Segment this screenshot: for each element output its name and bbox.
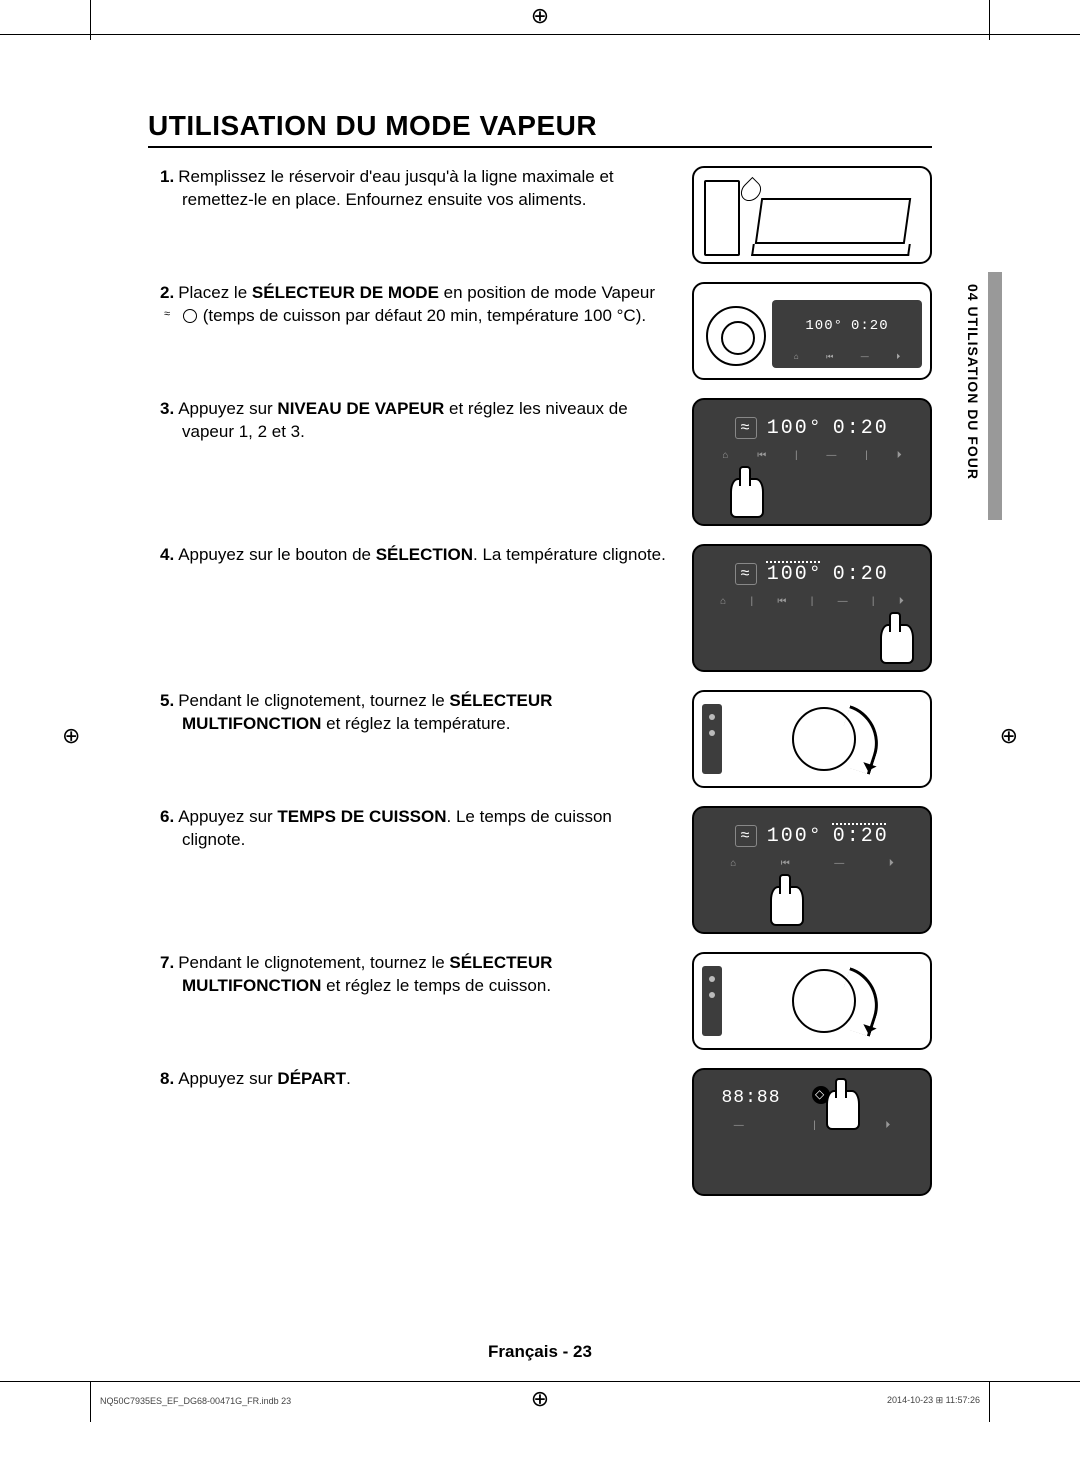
step-6-text: 6.Appuyez sur TEMPS DE CUISSON. Le temps… xyxy=(148,806,670,852)
step-2-body: Placez le SÉLECTEUR DE MODE en position … xyxy=(178,283,655,325)
source-file-label: NQ50C7935ES_EF_DG68-00471G_FR.indb 23 xyxy=(100,1396,291,1406)
page-content: UTILISATION DU MODE VAPEUR 04 UTILISATIO… xyxy=(148,110,932,1322)
steam-mode-box-icon: ≈ xyxy=(735,563,757,585)
page-title: UTILISATION DU MODE VAPEUR xyxy=(148,110,932,148)
figure-start: 88:88 —|⏵ xyxy=(692,1068,932,1196)
crop-mark-left-bottom xyxy=(90,1382,91,1422)
registration-mark-bottom: ⊕ xyxy=(531,1388,549,1410)
step-7-text: 7.Pendant le clignotement, tournez le SÉ… xyxy=(148,952,670,998)
step-4-body: Appuyez sur le bouton de SÉLECTION. La t… xyxy=(178,545,666,564)
crop-mark-right-bottom xyxy=(989,1382,990,1422)
step-1: 1.Remplissez le réservoir d'eau jusqu'à … xyxy=(148,166,932,264)
hand-pointer-icon xyxy=(730,478,764,518)
display-panel: 100°0:20 ⌂⏮—⏵ xyxy=(772,300,922,368)
print-timestamp: 2014-10-23 ⊞ 11:57:26 xyxy=(887,1395,980,1406)
figure-selection-temp: ≈100°0:20 ⌂|⏮|—|⏵ xyxy=(692,544,932,672)
step-5-body: Pendant le clignotement, tournez le SÉLE… xyxy=(178,691,552,733)
figure-multifunction-knob-2 xyxy=(692,952,932,1050)
step-4: 4.Appuyez sur le bouton de SÉLECTION. La… xyxy=(148,544,932,672)
step-3-text: 3.Appuyez sur NIVEAU DE VAPEUR et réglez… xyxy=(148,398,670,444)
clock-display: 88:88 xyxy=(708,1084,794,1112)
step-1-body: Remplissez le réservoir d'eau jusqu'à la… xyxy=(178,167,613,209)
registration-mark-right: ⊕ xyxy=(1000,725,1018,747)
step-4-text: 4.Appuyez sur le bouton de SÉLECTION. La… xyxy=(148,544,670,567)
figure-cook-time: ≈100°0:20 ⌂⏮—⏵ xyxy=(692,806,932,934)
step-6: 6.Appuyez sur TEMPS DE CUISSON. Le temps… xyxy=(148,806,932,934)
step-8-text: 8.Appuyez sur DÉPART. xyxy=(148,1068,670,1091)
step-8: 8.Appuyez sur DÉPART. 88:88 —|⏵ xyxy=(148,1068,932,1196)
crop-mark-bottom xyxy=(0,1381,1080,1382)
step-7-body: Pendant le clignotement, tournez le SÉLE… xyxy=(178,953,552,995)
steam-mode-box-icon: ≈ xyxy=(735,825,757,847)
mode-dial-icon xyxy=(706,306,766,366)
step-list: 1.Remplissez le réservoir d'eau jusqu'à … xyxy=(148,166,932,1196)
figure-multifunction-knob xyxy=(692,690,932,788)
crop-mark-right-top xyxy=(989,0,990,40)
figure-mode-selector: 100°0:20 ⌂⏮—⏵ xyxy=(692,282,932,380)
crop-mark-top xyxy=(0,34,1080,35)
registration-mark-top: ⊕ xyxy=(531,5,549,27)
page-footer: Français - 23 xyxy=(0,1342,1080,1362)
step-5: 5.Pendant le clignotement, tournez le SÉ… xyxy=(148,690,932,788)
step-7: 7.Pendant le clignotement, tournez le SÉ… xyxy=(148,952,932,1050)
registration-mark-left: ⊕ xyxy=(62,725,80,747)
step-3-body: Appuyez sur NIVEAU DE VAPEUR et réglez l… xyxy=(178,399,627,441)
steam-mode-box-icon: ≈ xyxy=(735,417,757,439)
side-tab-label: 04 UTILISATION DU FOUR xyxy=(962,278,984,486)
crop-mark-left-top xyxy=(90,0,91,40)
steam-icon xyxy=(183,309,197,323)
step-6-body: Appuyez sur TEMPS DE CUISSON. Le temps d… xyxy=(178,807,612,849)
side-tab-bar xyxy=(988,272,1002,520)
figure-steam-level: ≈100°0:20 ⌂⏮|—|⏵ xyxy=(692,398,932,526)
step-2-text: 2.Placez le SÉLECTEUR DE MODE en positio… xyxy=(148,282,670,328)
hand-pointer-icon xyxy=(880,624,914,664)
figure-reservoir xyxy=(692,166,932,264)
step-5-text: 5.Pendant le clignotement, tournez le SÉ… xyxy=(148,690,670,736)
step-1-text: 1.Remplissez le réservoir d'eau jusqu'à … xyxy=(148,166,670,212)
hand-pointer-icon xyxy=(770,886,804,926)
step-3: 3.Appuyez sur NIVEAU DE VAPEUR et réglez… xyxy=(148,398,932,526)
step-2: 2.Placez le SÉLECTEUR DE MODE en positio… xyxy=(148,282,932,380)
step-8-body: Appuyez sur DÉPART. xyxy=(178,1069,351,1088)
